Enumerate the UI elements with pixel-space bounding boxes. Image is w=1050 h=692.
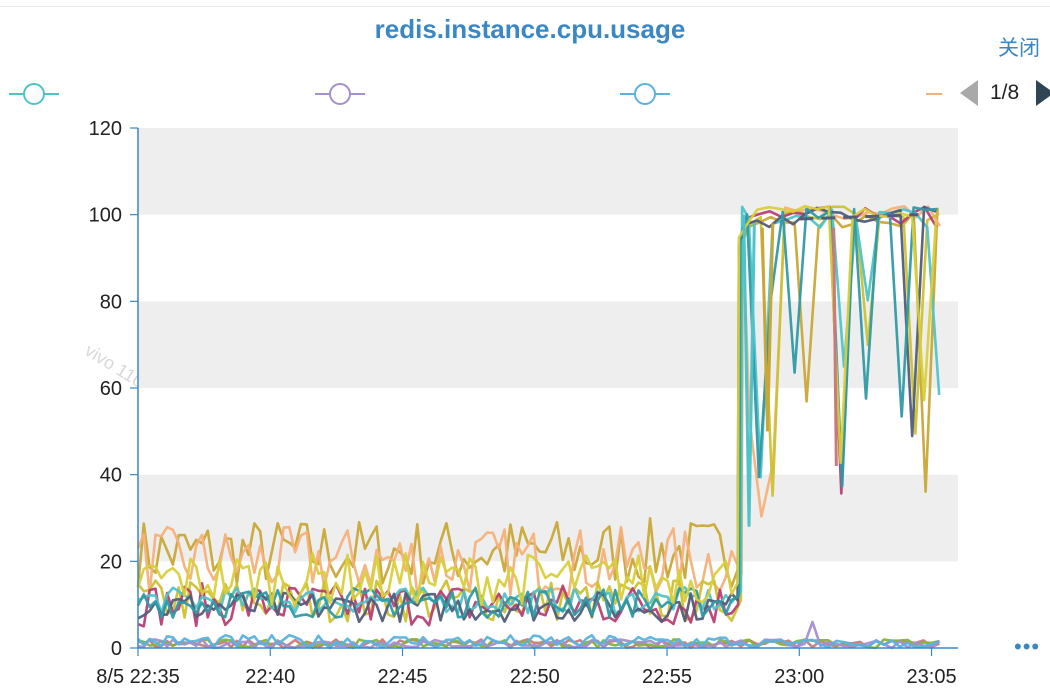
legend-item-marker xyxy=(329,83,351,105)
series-line xyxy=(136,204,938,606)
y-axis: 0 20 40 60 80 100 120 xyxy=(89,118,139,660)
y-tick-label: 40 xyxy=(100,465,122,487)
pager-prev-icon[interactable] xyxy=(960,80,978,106)
more-icon[interactable]: ••• xyxy=(1014,634,1041,659)
grid-band xyxy=(138,388,958,475)
close-button[interactable]: 关闭 xyxy=(998,36,1040,60)
legend-item-marker xyxy=(634,83,656,105)
series-line xyxy=(136,205,942,597)
y-tick-label: 120 xyxy=(89,118,122,140)
grid-band xyxy=(138,214,958,302)
legend-pager: 1/8 xyxy=(960,78,1050,108)
x-tick-label: 23:00 xyxy=(774,666,824,688)
pager-next-icon[interactable] xyxy=(1036,80,1050,106)
series-line xyxy=(137,205,937,624)
y-tick-label: 20 xyxy=(100,551,122,573)
pager-label: 1/8 xyxy=(990,81,1020,104)
grid-band xyxy=(138,128,958,215)
grid-band xyxy=(138,301,958,388)
top-border xyxy=(0,0,1050,7)
legend xyxy=(9,83,942,105)
x-tick-label: 22:55 xyxy=(642,666,692,688)
x-tick-label: 22:45 xyxy=(377,666,427,688)
x-tick-label: 8/5 22:35 xyxy=(96,666,179,688)
x-tick-label: 23:05 xyxy=(907,666,957,688)
x-tick-label: 22:40 xyxy=(245,666,295,688)
series-line xyxy=(137,633,940,650)
series-line xyxy=(799,213,919,221)
x-axis: 8/5 22:35 22:40 22:45 22:50 22:55 23:00 23:05 xyxy=(96,647,958,688)
series-line xyxy=(742,214,756,527)
y-tick-label: 60 xyxy=(100,378,122,400)
legend-item-marker xyxy=(23,83,45,105)
grid-bands xyxy=(138,128,958,648)
y-tick-label: 80 xyxy=(100,291,122,313)
series-line xyxy=(760,223,775,432)
chart-title: redis.instance.cpu.usage xyxy=(374,14,686,44)
y-tick-label: 100 xyxy=(89,205,122,227)
series-line xyxy=(832,227,838,467)
y-tick-label: 0 xyxy=(111,638,122,660)
x-tick-label: 22:50 xyxy=(510,666,560,688)
